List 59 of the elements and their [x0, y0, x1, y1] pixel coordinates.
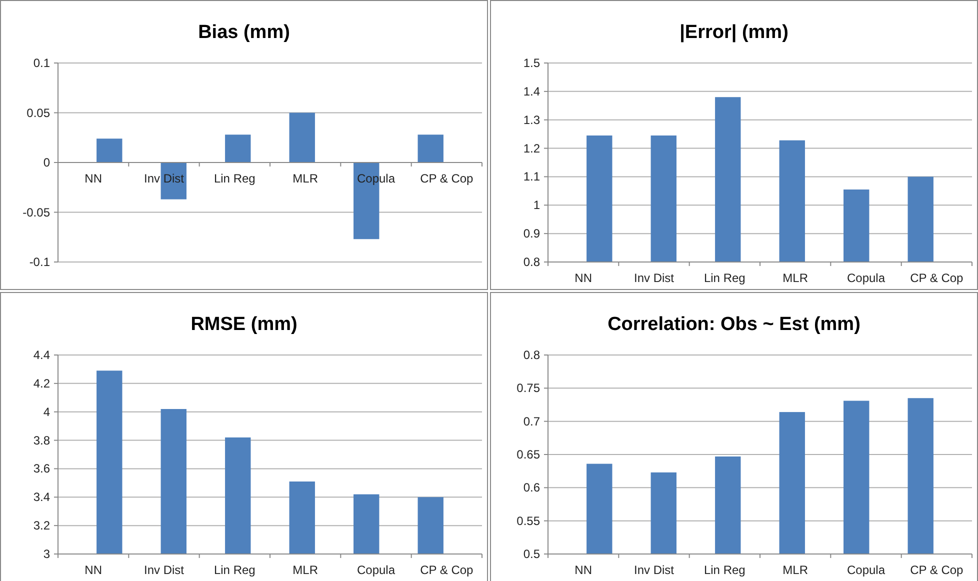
- x-tick-label: MLR: [782, 271, 808, 285]
- x-tick-label: MLR: [292, 563, 318, 577]
- x-tick-label: MLR: [292, 172, 318, 186]
- chart-title: Correlation: Obs ~ Est (mm): [608, 314, 860, 335]
- y-tick-label: 0.8: [523, 255, 540, 269]
- y-tick-label: 4.4: [33, 348, 50, 362]
- x-tick-label: CP & Cop: [420, 172, 474, 186]
- bar: [96, 138, 122, 162]
- y-tick-label: 1: [533, 198, 540, 212]
- x-tick-label: Copula: [356, 563, 396, 577]
- x-tick-label: CP & Cop: [910, 563, 964, 577]
- x-tick-label: Inv Dist: [634, 563, 675, 577]
- y-tick-label: 3.2: [33, 518, 50, 533]
- y-tick-label: 1.3: [523, 112, 540, 127]
- x-tick-label: NN: [84, 563, 102, 577]
- y-tick-label: -0.1: [29, 255, 50, 269]
- y-tick-label: 3.4: [33, 490, 50, 504]
- y-tick-label: 0.9: [523, 226, 540, 241]
- x-tick-label: CP & Cop: [420, 563, 474, 577]
- y-tick-label: -0.05: [22, 205, 50, 220]
- y-tick-label: 0.65: [516, 448, 540, 462]
- y-tick-label: 3.6: [33, 462, 50, 476]
- y-tick-label: 0.7: [523, 414, 540, 428]
- y-tick-label: 0.1: [33, 56, 50, 70]
- y-tick-label: 4.2: [33, 376, 50, 390]
- y-tick-label: 3.8: [33, 433, 50, 448]
- y-tick-label: 1.5: [523, 56, 540, 70]
- y-tick-label: 3: [43, 547, 50, 561]
- x-tick-label: Inv Dist: [144, 172, 185, 186]
- x-tick-label: Inv Dist: [144, 563, 185, 577]
- y-tick-label: 0.05: [26, 106, 50, 120]
- y-tick-label: 0.75: [516, 381, 540, 396]
- chart-title: RMSE (mm): [190, 314, 298, 335]
- x-tick-label: Lin Reg: [214, 563, 256, 577]
- x-tick-label: NN: [84, 172, 102, 186]
- y-tick-label: 1.2: [523, 141, 540, 156]
- bar: [289, 112, 315, 162]
- y-tick-label: 0.5: [523, 547, 540, 561]
- bar: [418, 134, 444, 162]
- x-tick-label: NN: [574, 271, 592, 285]
- x-tick-label: MLR: [782, 563, 808, 577]
- y-tick-label: 0: [43, 156, 50, 170]
- y-tick-label: 1.4: [523, 84, 540, 98]
- x-tick-label: Copula: [846, 271, 886, 285]
- y-tick-label: 0.55: [516, 514, 540, 528]
- x-tick-label: Lin Reg: [704, 563, 746, 577]
- x-tick-label: Lin Reg: [214, 172, 256, 186]
- x-tick-label: CP & Cop: [910, 271, 964, 285]
- chart-title: |Error| (mm): [680, 22, 788, 43]
- x-tick-label: Copula: [846, 563, 886, 577]
- x-tick-label: Inv Dist: [634, 271, 675, 285]
- y-tick-label: 0.6: [523, 480, 540, 495]
- y-tick-label: 1.1: [523, 170, 540, 184]
- y-tick-label: 0.8: [523, 348, 540, 362]
- y-tick-label: 4: [43, 404, 50, 419]
- chart-title: Bias (mm): [198, 22, 290, 43]
- x-tick-label: Lin Reg: [704, 271, 746, 285]
- bar: [225, 134, 251, 162]
- x-tick-label: NN: [574, 563, 592, 577]
